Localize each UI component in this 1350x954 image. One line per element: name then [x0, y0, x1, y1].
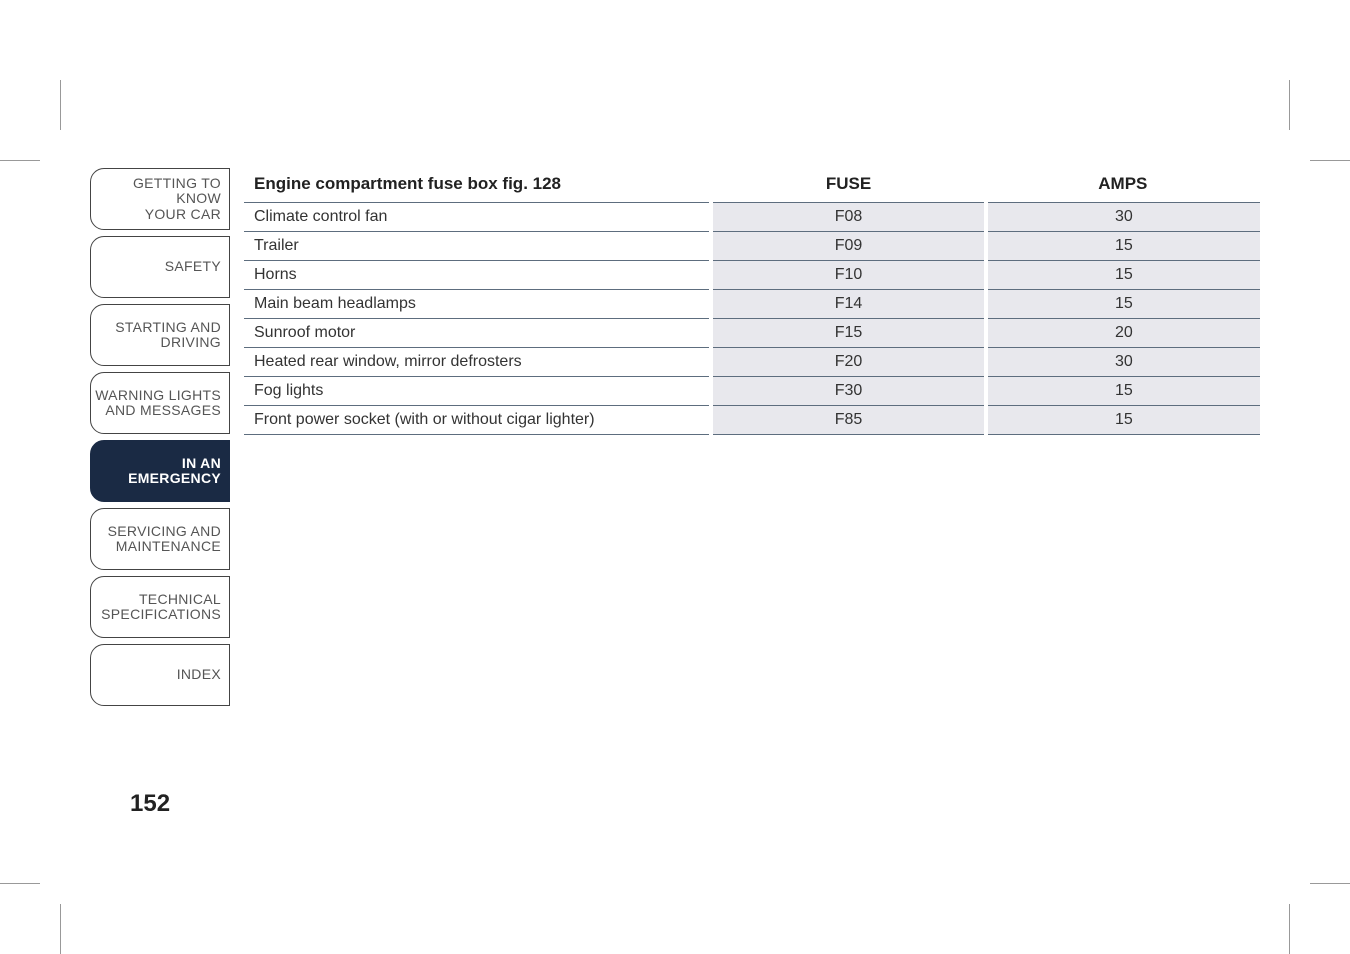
tab-label-line: SERVICING AND: [108, 524, 221, 539]
tab-label-line: TECHNICAL: [139, 592, 221, 607]
table-row: Sunroof motor F15 20: [244, 319, 1260, 348]
cell-desc: Horns: [244, 261, 711, 290]
table-row: Climate control fan F08 30: [244, 203, 1260, 232]
header-amps: AMPS: [986, 168, 1260, 203]
cell-desc: Front power socket (with or without ciga…: [244, 406, 711, 435]
tab-label-line: GETTING TO KNOW: [91, 176, 221, 207]
tab-label-line: AND MESSAGES: [105, 403, 221, 418]
cell-amps: 30: [986, 348, 1260, 377]
tab-label-line: YOUR CAR: [145, 207, 221, 222]
tab-label-line: EMERGENCY: [128, 471, 221, 486]
tab-label-line: MAINTENANCE: [116, 539, 221, 554]
cell-fuse: F15: [711, 319, 985, 348]
cell-desc: Trailer: [244, 232, 711, 261]
tab-safety[interactable]: SAFETY: [90, 236, 230, 298]
cell-amps: 15: [986, 406, 1260, 435]
cell-amps: 15: [986, 377, 1260, 406]
cell-fuse: F85: [711, 406, 985, 435]
cell-fuse: F14: [711, 290, 985, 319]
table-header-row: Engine compartment fuse box fig. 128 FUS…: [244, 168, 1260, 203]
cell-fuse: F09: [711, 232, 985, 261]
tab-label-line: IN AN: [182, 456, 221, 471]
page-number: 152: [130, 790, 170, 818]
tab-label-line: SAFETY: [165, 259, 221, 274]
tab-label-line: WARNING LIGHTS: [95, 388, 221, 403]
cell-amps: 15: [986, 261, 1260, 290]
cell-desc: Heated rear window, mirror defrosters: [244, 348, 711, 377]
tab-label-line: SPECIFICATIONS: [101, 607, 221, 622]
cell-desc: Main beam headlamps: [244, 290, 711, 319]
header-fuse: FUSE: [711, 168, 985, 203]
table-row: Trailer F09 15: [244, 232, 1260, 261]
section-tabs: GETTING TO KNOW YOUR CAR SAFETY STARTING…: [90, 168, 230, 706]
table-row: Horns F10 15: [244, 261, 1260, 290]
tab-warning-lights[interactable]: WARNING LIGHTS AND MESSAGES: [90, 372, 230, 434]
cell-fuse: F10: [711, 261, 985, 290]
tab-getting-to-know[interactable]: GETTING TO KNOW YOUR CAR: [90, 168, 230, 230]
table-row: Heated rear window, mirror defrosters F2…: [244, 348, 1260, 377]
cell-desc: Fog lights: [244, 377, 711, 406]
cell-fuse: F20: [711, 348, 985, 377]
cell-amps: 15: [986, 290, 1260, 319]
cell-amps: 20: [986, 319, 1260, 348]
tab-label-line: INDEX: [177, 667, 221, 682]
tab-servicing[interactable]: SERVICING AND MAINTENANCE: [90, 508, 230, 570]
cell-amps: 15: [986, 232, 1260, 261]
tab-starting-driving[interactable]: STARTING AND DRIVING: [90, 304, 230, 366]
tab-technical-specs[interactable]: TECHNICAL SPECIFICATIONS: [90, 576, 230, 638]
tab-label-line: STARTING AND: [115, 320, 221, 335]
header-description: Engine compartment fuse box fig. 128: [244, 168, 711, 203]
tab-in-an-emergency[interactable]: IN AN EMERGENCY: [90, 440, 230, 502]
manual-page: GETTING TO KNOW YOUR CAR SAFETY STARTING…: [90, 168, 1260, 706]
cell-fuse: F30: [711, 377, 985, 406]
page-content: Engine compartment fuse box fig. 128 FUS…: [230, 168, 1260, 435]
cell-desc: Climate control fan: [244, 203, 711, 232]
table-row: Front power socket (with or without ciga…: [244, 406, 1260, 435]
table-row: Main beam headlamps F14 15: [244, 290, 1260, 319]
fuse-table: Engine compartment fuse box fig. 128 FUS…: [244, 168, 1260, 435]
cell-fuse: F08: [711, 203, 985, 232]
tab-index[interactable]: INDEX: [90, 644, 230, 706]
tab-label-line: DRIVING: [161, 335, 221, 350]
table-row: Fog lights F30 15: [244, 377, 1260, 406]
cell-amps: 30: [986, 203, 1260, 232]
cell-desc: Sunroof motor: [244, 319, 711, 348]
